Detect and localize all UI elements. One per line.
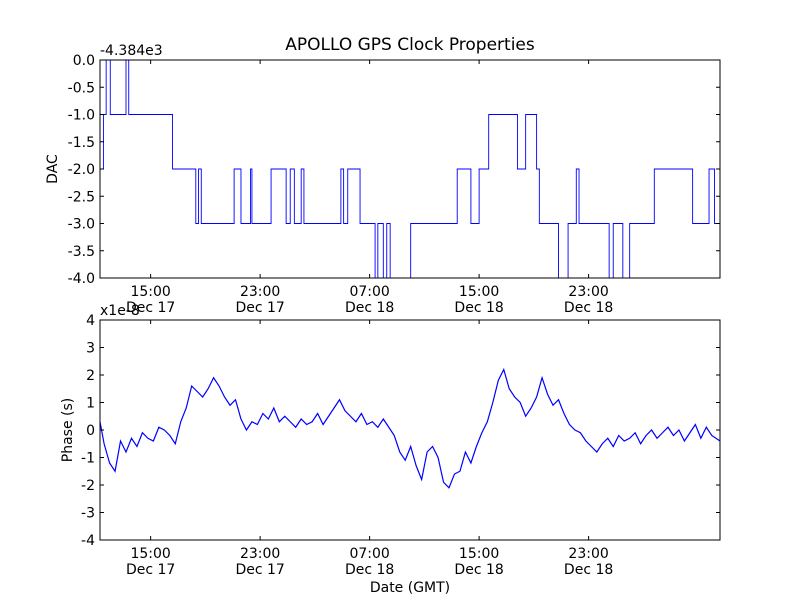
- phase-series-line: [100, 367, 720, 489]
- y-tick-label: 3: [86, 341, 95, 357]
- y-tick-label: -4.0: [68, 271, 95, 287]
- y-axis-label: DAC: [45, 154, 61, 184]
- dac-panel: 0.0 -0.5 -1.0 -1.5 -2.0 -2.5 -3.0 -3.5 -4.0 15:00…: [45, 43, 721, 316]
- x-tick-date-label: Dec 17: [126, 562, 175, 578]
- x-axis-label: Date (GMT): [370, 580, 450, 596]
- x-tick-time-label: 15:00: [130, 546, 170, 562]
- x-tick-date-label: Dec 18: [345, 300, 394, 316]
- chart-title: APOLLO GPS Clock Properties: [285, 35, 535, 55]
- y-tick-label: -0.5: [68, 80, 95, 96]
- x-tick-time-label: 23:00: [568, 284, 608, 300]
- x-tick-date-label: Dec 18: [345, 562, 394, 578]
- x-tick-time-label: 07:00: [349, 284, 389, 300]
- y-tick-label: -3.0: [68, 217, 95, 233]
- y-axis-label: Phase (s): [60, 398, 76, 462]
- x-tick-time-label: 23:00: [240, 546, 280, 562]
- dac-series-line: [100, 60, 720, 278]
- x-tick-time-label: 07:00: [349, 546, 389, 562]
- x-tick-date-label: Dec 18: [564, 300, 613, 316]
- axis-offset-label: -4.384e3: [100, 43, 163, 59]
- y-tick-label: 2: [86, 368, 95, 384]
- x-tick-date-label: Dec 17: [235, 562, 284, 578]
- y-tick-label: -2.5: [68, 189, 95, 205]
- y-tick-label: -3: [81, 506, 95, 522]
- y-tick-label: 4: [86, 313, 95, 329]
- x-tick-date-label: Dec 18: [454, 562, 503, 578]
- plot-area: [100, 320, 720, 540]
- x-tick-time-label: 23:00: [568, 546, 608, 562]
- y-tick-label: -2: [81, 478, 95, 494]
- plot-area: [100, 60, 720, 278]
- x-tick-date-label: Dec 18: [454, 300, 503, 316]
- y-tick-label: 0: [86, 423, 95, 439]
- x-tick-date-label: Dec 17: [235, 300, 284, 316]
- y-tick-label: -1: [81, 451, 95, 467]
- y-tick-label: 1: [86, 396, 95, 412]
- y-tick-label: -3.5: [68, 244, 95, 260]
- x-tick-time-label: 23:00: [240, 284, 280, 300]
- x-tick-time-label: 15:00: [459, 284, 499, 300]
- axis-offset-label: x1e-8: [100, 303, 140, 319]
- x-tick-time-label: 15:00: [459, 546, 499, 562]
- y-tick-label: -1.0: [68, 108, 95, 124]
- y-tick-label: -4: [81, 533, 95, 549]
- x-tick-date-label: Dec 18: [564, 562, 613, 578]
- x-tick-time-label: 15:00: [130, 284, 170, 300]
- y-tick-label: -2.0: [68, 162, 95, 178]
- y-tick-label: -1.5: [68, 135, 95, 151]
- x-tick-date-label: Dec 17: [126, 300, 175, 316]
- y-tick-label: 0.0: [73, 53, 95, 69]
